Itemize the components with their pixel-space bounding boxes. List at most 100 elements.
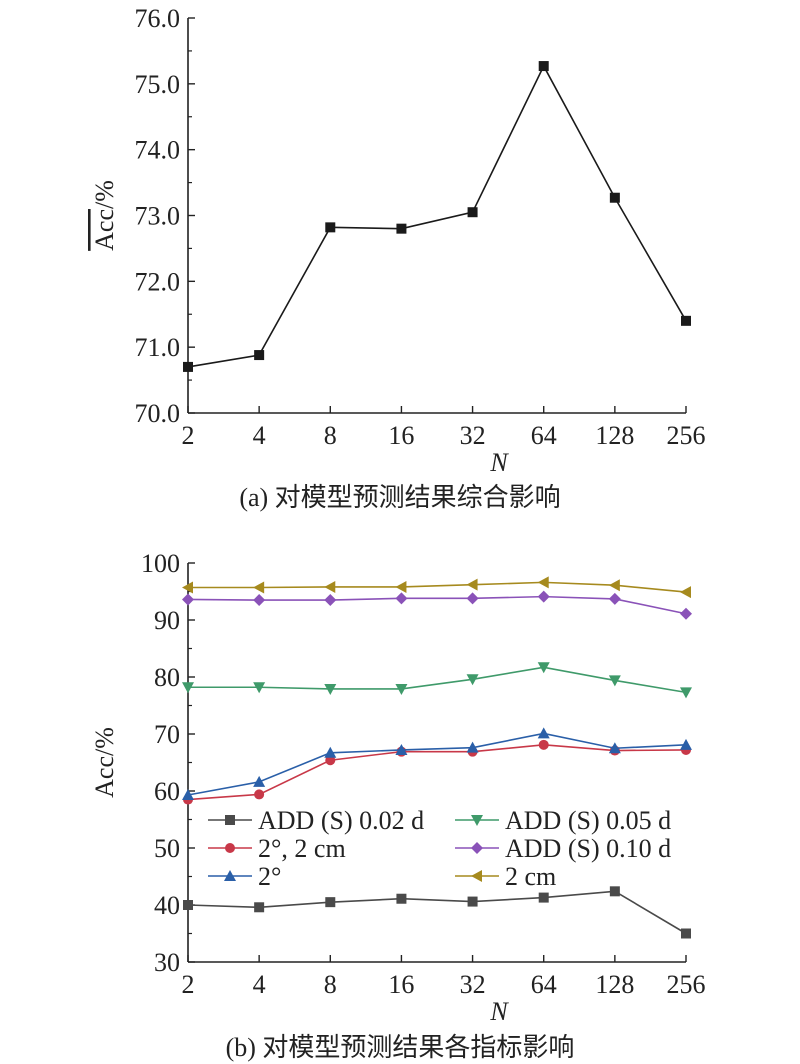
panel-a-y-tick-label: 70.0 — [135, 399, 181, 428]
panel-b-series-line-3 — [187, 595, 687, 615]
panel-b-series-5-point — [680, 586, 691, 599]
panel-b-series-0-point — [183, 900, 193, 910]
panel-a-series-0-point — [396, 223, 407, 234]
panel-a-x-tick-label: 16 — [388, 421, 414, 450]
legend-label-5: 2 cm — [505, 862, 556, 891]
panel-b-series-1-point — [537, 662, 550, 674]
legend-marker-3 — [471, 842, 483, 854]
panel-b-x-tick-label: 32 — [460, 970, 486, 999]
panel-b-series-0-point — [681, 928, 691, 939]
panel-b-y-tick-label: 70 — [154, 720, 180, 749]
panel-a-x-tick-label: 2 — [182, 421, 195, 450]
panel-b-series-3-point — [466, 592, 479, 605]
panel-a-y-tick-label: 71.0 — [135, 333, 181, 362]
panel-b-x-tick-label: 8 — [324, 970, 337, 999]
panel-b-series-4-point — [253, 775, 266, 787]
panel-a-series-line-0 — [187, 64, 687, 368]
panel-a-series-0-point — [538, 61, 549, 72]
panel-b-series-1-point — [466, 674, 479, 686]
panel-b-series-0-point — [609, 886, 620, 897]
panel-b-series-2-point — [538, 739, 549, 750]
panel-b-series-3-point — [537, 590, 550, 603]
panel-a-x-tick-label: 8 — [324, 421, 337, 450]
panel-b-series-4-point — [182, 788, 194, 800]
panel-b-y-tick-label: 50 — [154, 834, 180, 863]
panel-b-series-0-point — [254, 902, 265, 913]
panel-a-series-0-point — [609, 192, 620, 203]
panel-b-series-0-point — [325, 897, 336, 908]
panel-b-series-4-point — [608, 742, 621, 754]
panel-a-x-tick-label: 32 — [460, 421, 486, 450]
panel-b-series-3-point — [680, 607, 692, 620]
panel-b-series-5-point — [253, 581, 265, 594]
panel-b-x-tick-label: 256 — [667, 970, 706, 999]
panel-b-x-tick-label: 2 — [182, 970, 195, 999]
panel-a-series-0-point — [183, 361, 193, 372]
panel-a-y-tick-label: 76.0 — [135, 4, 181, 33]
panel-b-series-line-1 — [188, 666, 687, 694]
panel-a-y-axis-label: Acc/% — [90, 180, 119, 251]
panel-b-series-3-point — [608, 592, 621, 605]
legend-label-0: ADD (S) 0.02 d — [258, 806, 424, 835]
panel-b-series-line-4 — [187, 732, 687, 796]
panel-b-series-4-point — [537, 727, 550, 739]
legend-marker-0 — [225, 815, 235, 825]
panel-b-series-0-point — [538, 892, 549, 903]
panel-b-series-line-2 — [187, 744, 687, 801]
panel-a-y-tick-label: 74.0 — [135, 136, 181, 165]
legend-marker-1 — [471, 815, 483, 826]
panel-b-series-1-point — [395, 683, 408, 695]
legend-marker-2 — [225, 843, 235, 853]
panel-b-x-tick-label: 4 — [253, 970, 266, 999]
panel-b-y-tick-label: 90 — [154, 606, 180, 635]
panel-b-y-axis-label: Acc/% — [90, 727, 119, 798]
panel-b-x-axis-label: N — [489, 997, 509, 1026]
panel-a-x-tick-label: 4 — [253, 421, 266, 450]
panel-b-series-5-point — [324, 580, 336, 593]
panel-a-x-axis-label: N — [489, 448, 509, 477]
panel-b-series-5-point — [395, 580, 407, 593]
panel-b-series-0-point — [467, 896, 478, 907]
panel-a-x-tick-label: 256 — [667, 421, 706, 450]
panel-a-series-0-point — [254, 350, 265, 361]
legend-marker-5 — [471, 870, 482, 882]
panel-b-series-0-point — [396, 893, 407, 904]
panel-b-series-3-point — [253, 594, 266, 607]
legend-label-2: 2°, 2 cm — [258, 834, 346, 863]
panel-b-y-tick-label: 30 — [154, 948, 180, 977]
panel-b-series-5-point — [537, 576, 549, 589]
panel-b-series-line-0 — [187, 890, 687, 935]
panel-a-y-tick-label: 72.0 — [135, 267, 181, 296]
panel-b-x-tick-label: 64 — [531, 970, 557, 999]
panel-b-series-line-5 — [188, 581, 687, 593]
legend-label-3: ADD (S) 0.10 d — [505, 834, 671, 863]
panel-b-y-tick-label: 60 — [154, 777, 180, 806]
panel-b-series-5-point — [182, 581, 193, 594]
panel-b-series-5-point — [466, 578, 478, 591]
panel-a-y-label-acc: Acc — [90, 209, 119, 251]
panel-b-series-1-point — [680, 687, 692, 699]
panel-b-y-tick-label: 40 — [154, 891, 180, 920]
panel-b-series-4-point — [324, 746, 337, 758]
panel-a-series-0-point — [325, 222, 336, 233]
panel-a-x-tick-label: 128 — [595, 421, 634, 450]
legend-label-1: ADD (S) 0.05 d — [505, 806, 671, 835]
panel-a-y-tick-label: 75.0 — [135, 70, 181, 99]
panel-a-y-label-unit: /% — [90, 180, 119, 209]
panel-b-series-3-point — [324, 594, 337, 607]
panel-b-y-tick-label: 100 — [141, 549, 180, 578]
panel-b-series-3-point — [395, 592, 408, 605]
caption-a: (a) 对模型预测结果综合影响 — [239, 483, 561, 512]
panel-b-series-1-point — [253, 682, 266, 694]
panel-b-series-3-point — [182, 593, 194, 606]
panel-a-y-tick-label: 73.0 — [135, 202, 181, 231]
panel-a-x-tick-label: 64 — [531, 421, 557, 450]
panel-b-x-tick-label: 16 — [388, 970, 414, 999]
panel-b-series-4-point — [395, 743, 408, 755]
panel-b-series-5-point — [608, 579, 620, 592]
legend-marker-4 — [224, 870, 236, 881]
panel-b-x-tick-label: 128 — [595, 970, 634, 999]
panel-b-y-tick-label: 80 — [154, 663, 180, 692]
panel-b-series-4-point — [680, 738, 692, 750]
